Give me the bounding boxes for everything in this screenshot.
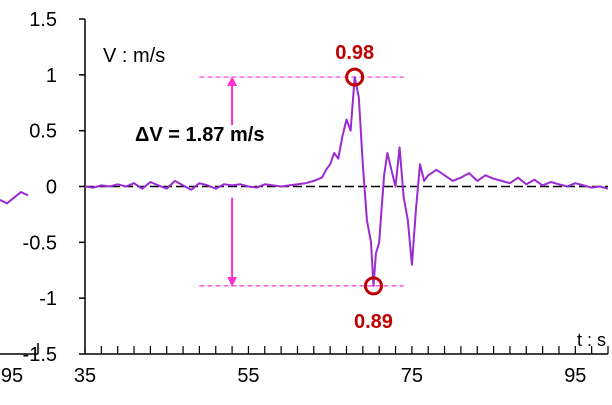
- x-tick-label: 75: [401, 365, 423, 387]
- y-tick-label: 0: [46, 177, 57, 199]
- left-fragment-line: [0, 190, 29, 205]
- x-tick-label: 55: [237, 365, 259, 387]
- max-value-label: 0.98: [335, 42, 374, 64]
- y-tick-label: -1.5: [23, 344, 57, 366]
- y-tick-label: -0.5: [23, 232, 57, 254]
- x-tick-label: 95: [564, 365, 586, 387]
- x-tick-label: 35: [74, 365, 96, 387]
- left-fragment-x-tick-label: 95: [1, 365, 23, 387]
- max-marker: [345, 67, 365, 87]
- y-ticks: 1.5 1 0.5 0 -0.5 -1 -1.5: [23, 9, 85, 366]
- y-axis-label: V : m/s: [103, 45, 165, 67]
- min-marker: [363, 276, 383, 296]
- y-tick-label: 1.5: [29, 9, 57, 31]
- velocity-series-line: [84, 76, 609, 287]
- x-minor-ticks: [84, 346, 609, 354]
- y-tick-label: 1: [46, 65, 57, 87]
- min-value-label: 0.89: [354, 311, 393, 333]
- left-fragment: 95: [0, 190, 39, 387]
- delta-label: ΔV = 1.87 m/s: [135, 124, 264, 146]
- x-ticks: 35 55 75 95: [74, 365, 587, 387]
- y-tick-label: -1: [39, 288, 57, 310]
- x-axis-label: t : s: [577, 330, 606, 350]
- y-tick-label: 0.5: [29, 121, 57, 143]
